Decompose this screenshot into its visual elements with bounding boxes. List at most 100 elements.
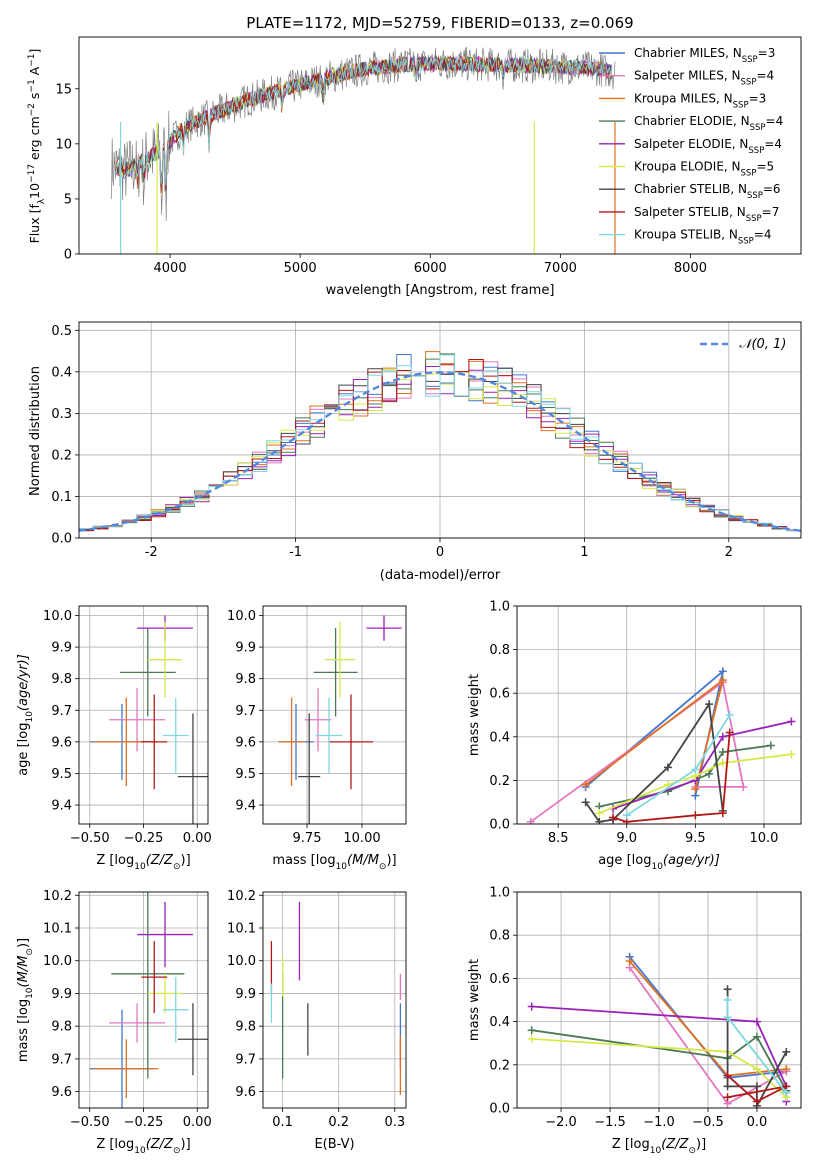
weight_vs_age-series-marker [622,811,631,820]
spectrum-x-tick-label: 7000 [544,261,577,276]
weight_vs_Z-series-marker [752,1082,761,1091]
residuals-y-tick-label: 0.2 [51,448,72,463]
legend-entry-n: =4 [764,137,782,151]
spectrum-y-axis-label-part: Flux [f [27,204,42,244]
age_vs_Z-y-tick-label: 9.5 [51,767,72,782]
weight_vs_Z-series-marker [752,1032,761,1041]
age_vs_Z-y-tick-label: 9.7 [51,704,72,719]
age_vs_Z-x-axis-label-part: Z [log [96,853,134,868]
age_vs_Z-y-tick-label: 9.8 [51,672,72,687]
weight_vs_Z-series-marker [723,1071,732,1080]
weight_vs_Z-series-marker [752,1097,761,1106]
residuals-x-axis-label: (data-model)/error [380,568,501,583]
legend-entry-n: =6 [763,182,781,196]
age_vs_mass-y-tick-label: 9.8 [235,672,256,687]
weight_vs_Z-series-line [531,1029,788,1092]
legend-entry-sub: SSP [733,100,749,110]
legend-entry: Salpeter STELIB, NSSP=7 [634,205,779,224]
age_vs_Z-y-tick-label: 9.4 [51,799,72,814]
mass_vs_Z-y-axis-label-part: )] [16,938,31,948]
weight_vs_age-series-marker [718,667,727,676]
weight_vs_Z-x-axis-label: Z [log10(Z/Z⊙)] [612,1137,706,1156]
weight_vs_Z-series-marker [752,1017,761,1026]
weight_vs_age-series-line [612,720,792,810]
weight_vs_Z-x-axis-label-part: 10 [650,1146,662,1156]
weight_vs_age-plot-area [526,667,796,824]
weight_vs_age-x-axis-label-part: 10 [651,862,663,872]
weight_vs_Z-series-marker [752,1065,761,1074]
weight_vs_age-series-marker [705,700,714,709]
legend-entry: Chabrier ELODIE, NSSP=4 [634,114,783,133]
weight_vs_age-series-marker [691,811,700,820]
age_vs_Z-x-tick-label: −0.50 [70,831,110,846]
residuals-plot-area [79,351,801,533]
weight_vs_Z-y-tick-label: 0.4 [489,1015,510,1030]
mass_vs_ebv-y-tick-label: 10.0 [227,954,256,969]
spectrum-x-tick-label: 8000 [674,261,707,276]
age_vs_mass-x-tick-label: 9.75 [293,831,322,846]
legend-entry-label: Salpeter ELODIE, N [634,137,748,151]
spectrum-y-axis-label-part: 10 [27,183,42,199]
legend-entry: Kroupa MILES, NSSP=3 [634,91,766,110]
weight_vs_age-series-line [612,732,731,823]
mass_vs_ebv-x-axis-label: E(B-V) [314,1137,354,1152]
weight_vs_Z-y-tick-label: 0.8 [489,929,510,944]
age_vs_mass-axes: 9.75 10.00 9.4 9.5 9.6 9.7 9.8 9.9 10.0 [227,605,407,846]
age_vs_mass-plot-area [278,615,402,824]
mass_vs_ebv-axes: 0.1 0.2 0.3 9.6 9.7 9.8 9.9 10.0 10.1 10.2 [227,889,407,1130]
weight_vs_Z-y-tick-label: 0.0 [489,1102,510,1117]
age_vs_mass-x-tick-label: 10.00 [343,831,380,846]
legend-entry-sub: SSP [738,237,754,247]
normal-reference-curve [79,371,801,532]
age_vs_mass-y-tick-label: 9.4 [235,799,256,814]
legend-entry-label: Kroupa STELIB, N [634,228,738,242]
age_vs_mass-x-axis-label: mass [log10(M/M⊙)] [272,853,396,872]
weight_vs_age-x-tick-label: 10.0 [749,831,778,846]
weight_vs_Z-series-marker [527,1034,536,1043]
age_vs_Z-frame [78,605,209,825]
legend-entry: Chabrier MILES, NSSP=3 [634,46,775,65]
legend-entry-n: =5 [756,160,774,174]
spectrum-y-axis-label-part: −1 [27,54,37,67]
mass_vs_ebv-x-tick-label: 0.2 [328,1115,349,1130]
weight_vs_age-y-tick-label: 0.0 [489,818,510,833]
spectrum-y-axis-label-part: ] [27,49,42,54]
residuals-x-tick-label: -1 [289,545,302,560]
spectrum-y-tick-label: 0 [64,248,72,263]
mass_vs_Z-x-tick-label: −0.25 [124,1115,164,1130]
weight_vs_age-series-marker [663,763,672,772]
histogram-series-step [79,354,801,533]
weight_vs_Z-y-axis-label: mass weight [467,959,482,1041]
mass_vs_Z-y-tick-label: 9.6 [51,1085,72,1100]
legend-entry-label: Kroupa MILES, N [634,91,733,105]
weight_vs_Z-series-marker [723,985,732,994]
weight_vs_age-x-tick-label: 9.0 [616,831,637,846]
mass_vs_Z-y-tick-label: 10.1 [43,922,72,937]
age_vs_mass-x-axis-label-part: )] [386,853,396,868]
weight_vs_age-series-marker [595,817,604,824]
legend-entry-n: =4 [756,69,774,83]
legend-entry-label: Salpeter STELIB, N [634,205,746,219]
age_vs_mass-x-axis-label-part: ⊙ [379,862,387,872]
age_vs_Z-y-axis-label-part: age [log [16,723,31,776]
legend-entry-sub: SSP [748,146,764,156]
mass_vs_ebv-y-tick-label: 9.7 [235,1052,256,1067]
weight_vs_Z-x-axis-label-part: (Z/Z [661,1137,689,1152]
residuals-x-tick-label: 2 [725,545,733,560]
legend-entry-sub: SSP [746,214,762,224]
weight_vs_age-series-marker [718,676,727,685]
mass_vs_Z-x-tick-label: 0.00 [183,1115,212,1130]
weight_vs_Z-series-marker [723,996,732,1004]
age_vs_Z-x-tick-label: −0.25 [124,831,164,846]
weight_vs_Z-series-marker [782,1065,791,1074]
weight_vs_Z-y-tick-label: 0.2 [489,1058,510,1073]
weight_vs_age-y-tick-label: 1.0 [489,600,510,615]
weight_vs_Z-series-marker [625,957,634,966]
legend-entry-sub: SSP [741,78,757,88]
weight_vs_age-series-marker [691,765,700,774]
weight_vs_age-series-marker [581,780,590,789]
weight_vs_age-y-tick-label: 0.4 [489,730,510,745]
mass_vs_Z-y-tick-label: 10.0 [43,954,72,969]
spectrum-y-axis-label-part: s [27,93,42,104]
weight_vs_Z-x-tick-label: 0.0 [747,1115,768,1130]
